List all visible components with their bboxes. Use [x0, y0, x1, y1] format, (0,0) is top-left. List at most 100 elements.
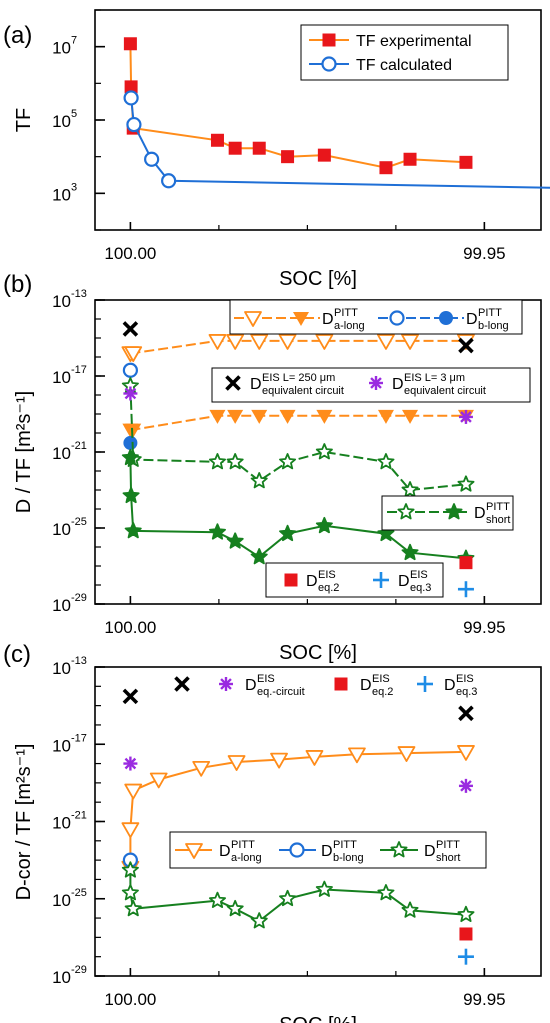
y-tick-label-exp: 3: [71, 181, 77, 193]
legend-label-sub: eq.3: [410, 582, 431, 594]
series-2: [122, 362, 138, 378]
data-point: [208, 891, 226, 908]
legend-label-base: D: [219, 843, 231, 860]
legend-marker: [174, 676, 190, 692]
legend-box: [169, 831, 487, 869]
data-point: [459, 927, 473, 941]
data-point: [281, 150, 295, 164]
data-point: [228, 141, 242, 155]
legend-label-base: D: [322, 311, 334, 328]
data-point: [123, 756, 138, 771]
y-tick-label-exp: -17: [71, 364, 87, 376]
y-tick-label: 10 -17: [52, 364, 87, 387]
x-axis-label: SOC [%]: [279, 1014, 357, 1023]
data-point: [315, 880, 333, 897]
data-point: [122, 321, 139, 337]
y-tick-label: 10 5: [52, 108, 77, 131]
data-point: [123, 386, 138, 401]
legend-label-sub: eq.2: [372, 686, 393, 698]
data-point: [377, 524, 395, 542]
y-tick-label: 10 -13: [52, 288, 87, 311]
legend-marker: [397, 503, 415, 520]
data-point: [192, 760, 211, 777]
x-tick-label: 100.00: [104, 244, 156, 263]
data-point: [144, 151, 160, 167]
y-tick-label: 10 -25: [52, 516, 87, 539]
y-tick-label-base: 10: [52, 368, 71, 387]
data-point: [377, 884, 395, 901]
y-tick-label-exp: -17: [71, 732, 87, 744]
y-tick-label-exp: -29: [71, 964, 87, 976]
y-tick-label: 10 -25: [52, 887, 87, 910]
data-point: [227, 409, 244, 424]
x-tick-label: 100.00: [104, 618, 156, 637]
data-point: [124, 346, 143, 363]
data-point: [208, 334, 227, 350]
legend-label-sup: EIS: [257, 673, 275, 685]
legend-label-sub: eq.2: [318, 582, 339, 594]
x-tick-label: 99.95: [463, 990, 506, 1009]
asterisk-stroke: [370, 377, 382, 389]
data-point: [457, 948, 474, 965]
legend-label-sup: PITT: [436, 839, 460, 851]
data-point: [123, 90, 139, 106]
data-point: [226, 532, 244, 549]
legend-label-sub: a-long: [334, 320, 365, 332]
series-0: [121, 334, 475, 363]
series-6: [122, 321, 474, 354]
x-stroke: [174, 676, 190, 692]
series-4: [123, 756, 473, 793]
data-point: [279, 524, 297, 542]
y-axis-label: D-cor / TF [m²s⁻¹]: [13, 744, 35, 901]
data-point: [250, 334, 269, 350]
x-stroke: [122, 688, 139, 705]
data-point: [161, 173, 177, 189]
series-line: [129, 870, 467, 923]
legend-label-base: D: [250, 376, 262, 393]
y-tick-label-base: 10: [52, 39, 71, 58]
data-point: [124, 899, 142, 917]
data-point: [315, 334, 334, 350]
data-point: [121, 448, 139, 466]
data-point: [124, 80, 138, 94]
x-stroke: [225, 375, 241, 391]
legend-label-sup: EIS: [372, 673, 390, 685]
y-axis-label: TF: [13, 108, 35, 132]
data-point: [305, 750, 324, 766]
panel-label: (b): [3, 271, 32, 298]
y-tick-label-base: 10: [52, 185, 71, 204]
legend-label-base: D: [360, 677, 372, 694]
legend-label-base: D: [474, 505, 486, 522]
series-5: [459, 927, 473, 941]
x-tick-label: 99.95: [463, 244, 506, 263]
data-point: [403, 152, 417, 166]
data-point: [401, 334, 419, 350]
legend-label-sup: EIS: [318, 569, 336, 581]
data-point: [208, 523, 226, 540]
y-tick-label-exp: -13: [71, 655, 87, 667]
y-tick-label-base: 10: [52, 596, 71, 615]
data-point: [279, 409, 296, 424]
series-1: [122, 409, 474, 438]
legend-marker: [334, 677, 348, 691]
y-tick-label-exp: -21: [71, 440, 87, 452]
legend-marker: [445, 503, 463, 520]
legend-marker: [225, 375, 241, 391]
data-point: [459, 155, 473, 169]
series-2: [121, 861, 475, 929]
series-8: [459, 556, 473, 570]
data-point: [149, 772, 168, 789]
data-point: [126, 116, 142, 133]
data-point: [458, 778, 473, 793]
